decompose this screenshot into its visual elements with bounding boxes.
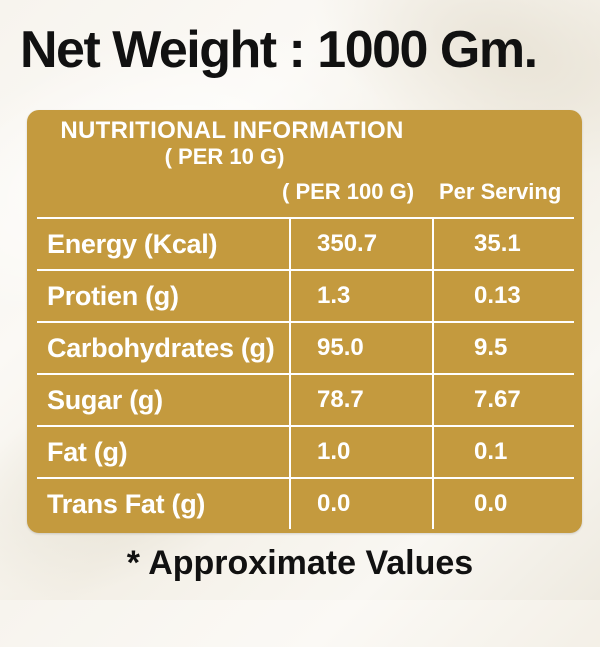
value-per-100g: 78.7 [317,386,364,413]
table-row-carbohydrates: Carbohydrates (g) 95.0 9.5 [37,323,574,375]
row-label: Energy (Kcal) [47,229,218,259]
value-per-100g: 350.7 [317,230,378,257]
column-header-per-serving: Per Serving [439,179,562,204]
row-label: Sugar (g) [47,385,163,415]
table-row-fat: Fat (g) 1.0 0.1 [37,427,574,479]
row-label: Fat (g) [47,437,128,467]
table-row-sugar: Sugar (g) 78.7 7.67 [37,375,574,427]
column-header-per-100g: ( PER 100 G) [282,179,415,204]
table-row-trans-fat: Trans Fat (g) 0.0 0.0 [37,479,574,531]
value-per-serving: 0.13 [474,282,521,309]
nutrition-title: NUTRITIONAL INFORMATION [60,117,404,144]
value-per-serving: 7.67 [474,386,521,413]
row-label: Trans Fat (g) [47,489,206,519]
value-per-100g: 1.0 [317,438,351,465]
value-per-100g: 95.0 [317,334,364,361]
value-per-100g: 1.3 [317,282,351,309]
value-per-100g: 0.0 [317,490,351,517]
row-label: Carbohydrates (g) [47,333,275,363]
table-row-protein: Protien (g) 1.3 0.13 [37,271,574,323]
value-per-serving: 9.5 [474,334,508,361]
approximate-values-note: * Approximate Values [126,544,474,582]
row-label: Protien (g) [47,281,179,311]
net-weight-heading: Net Weight : 1000 Gm. [20,21,538,79]
nutrition-table: Energy (Kcal) 350.7 35.1 Protien (g) 1.3… [37,217,574,529]
nutrition-panel: NUTRITIONAL INFORMATION ( PER 10 G) ( PE… [27,110,582,533]
value-per-serving: 0.0 [474,490,508,517]
value-per-serving: 0.1 [474,438,508,465]
value-per-serving: 35.1 [474,230,521,257]
table-row-energy: Energy (Kcal) 350.7 35.1 [37,219,574,271]
nutrition-subtitle: ( PER 10 G) [164,144,285,169]
